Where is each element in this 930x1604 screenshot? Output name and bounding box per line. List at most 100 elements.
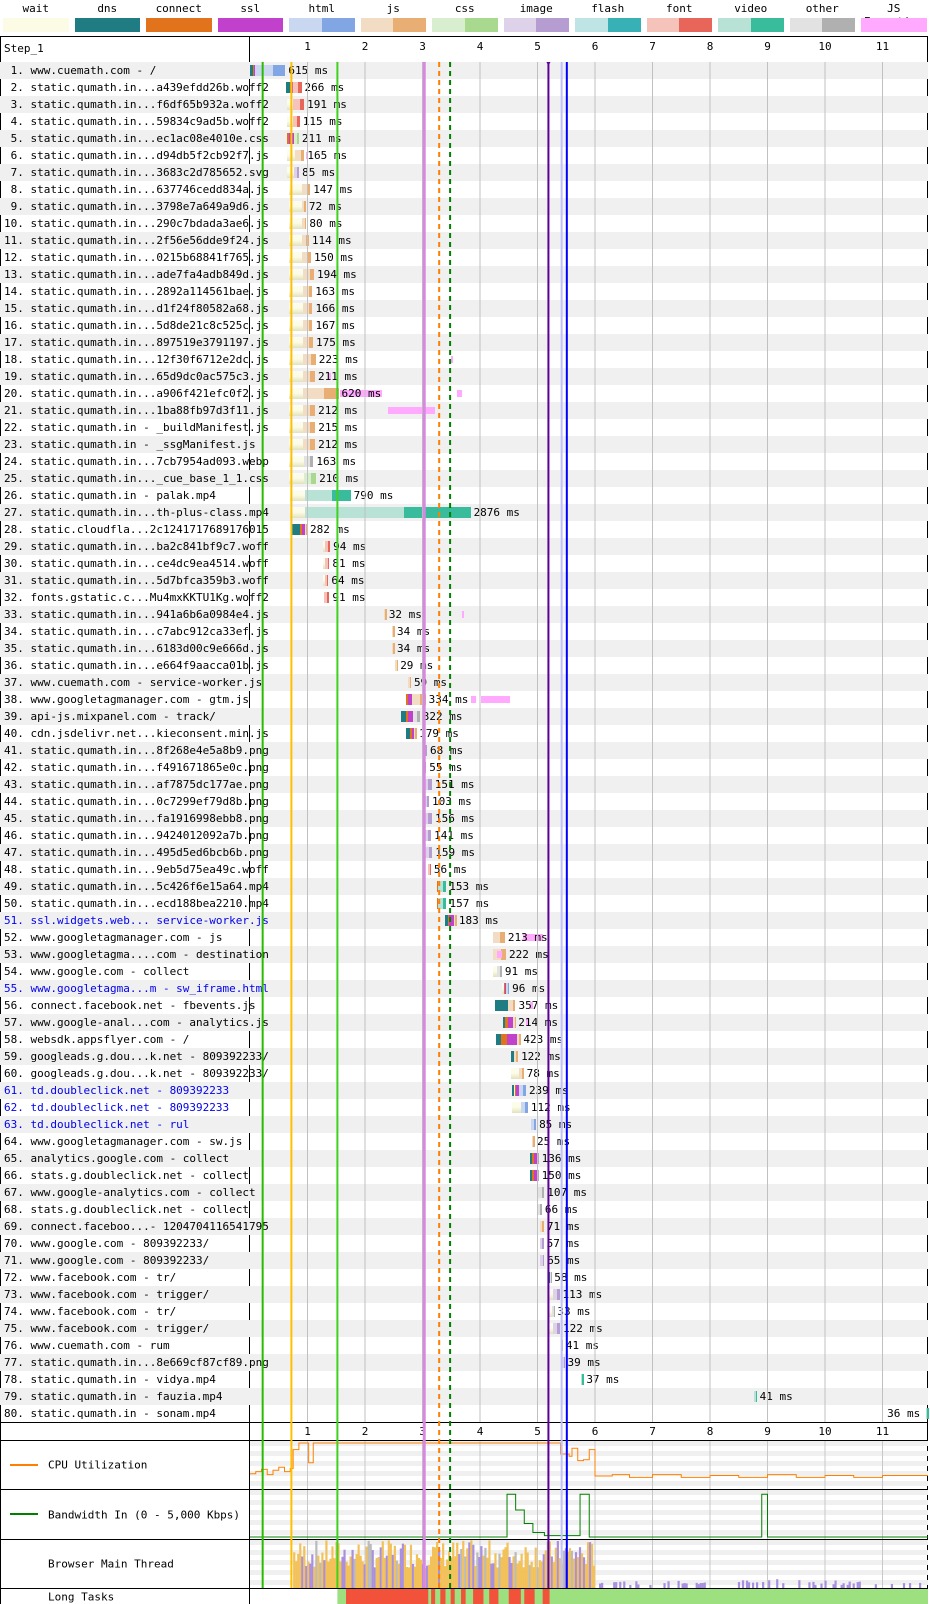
request-row[interactable]: 43. static.qumath.in...af7875dc177ae.png… [0,776,928,793]
request-row[interactable]: 60. googleads.g.dou...k.net - 809392233/… [0,1065,928,1082]
request-row[interactable]: 66. stats.g.doubleclick.net - collect 150… [0,1167,928,1184]
main-thread-activity [478,1557,481,1588]
request-row[interactable]: 4. static.qumath.in...59834c9ad5b.woff2 1… [0,113,928,130]
request-row[interactable]: 3. static.qumath.in...f6df65b932a.woff2 1… [0,96,928,113]
request-row[interactable]: 23. static.qumath.in - _ssgManifest.js 21… [0,436,928,453]
main-thread-activity [464,1556,467,1588]
request-row[interactable]: 64. www.googletagmanager.com - sw.js 25 m… [0,1133,928,1150]
request-row[interactable]: 6. static.qumath.in...d94db5f2cb92f7.js 1… [0,147,928,164]
request-row[interactable]: 30. static.qumath.in...ce4dc9ea4514.woff… [0,555,928,572]
bandwidth-graph: Bandwidth In (0 - 5,000 Kbps) [0,1489,928,1539]
swatch-dark [536,18,569,32]
request-row[interactable]: 25. static.qumath.in..._cue_base_1_1.css… [0,470,928,487]
request-row[interactable]: 22. static.qumath.in - _buildManifest.js… [0,419,928,436]
request-row[interactable]: 54. www.google.com - collect 91 ms [0,963,928,980]
request-row[interactable]: 2. static.qumath.in...a439efdd26b.woff2 2… [0,79,928,96]
request-row[interactable]: 31. static.qumath.in...5d7bfca359b3.woff… [0,572,928,589]
request-row[interactable]: 62. td.doubleclick.net - 809392233 112 ms [0,1099,928,1116]
request-row[interactable]: 26. static.qumath.in - palak.mp4 790 ms [0,487,928,504]
request-row[interactable]: 78. static.qumath.in - vidya.mp4 37 ms [0,1371,928,1388]
request-row[interactable]: 53. www.googletagma....com - destination… [0,946,928,963]
request-row[interactable]: 47. static.qumath.in...495d5ed6bcb6b.png… [0,844,928,861]
js-bar-dark [499,932,505,943]
request-row[interactable]: 65. analytics.google.com - collect 136 ms [0,1150,928,1167]
request-row[interactable]: 15. static.qumath.in...d1f24f80582a68.js… [0,300,928,317]
request-row[interactable]: 45. static.qumath.in...fa1916998ebb8.png… [0,810,928,827]
request-row[interactable]: 52. www.googletagmanager.com - js 213 ms [0,929,928,946]
main-thread-activity [395,1560,398,1588]
video-bar-dark [755,1391,758,1402]
request-row[interactable]: 61. td.doubleclick.net - 809392233 239 ms [0,1082,928,1099]
js-bar-light [513,1051,517,1062]
request-row[interactable]: 75. www.facebook.com - trigger/122 ms [0,1320,928,1337]
request-row[interactable]: 41. static.qumath.in...8f268e4e5a8b9.png… [0,742,928,759]
request-row[interactable]: 10. static.qumath.in...290c7bdada3ae6.js… [0,215,928,232]
request-row[interactable]: 58. websdk.appsflyer.com - / 423 ms [0,1031,928,1048]
main-thread-activity [592,1565,596,1588]
request-row[interactable]: 33. static.qumath.in...941a6b6a0984e4.js… [0,606,928,623]
request-row[interactable]: 42. static.qumath.in...f491671865e0c.png… [0,759,928,776]
request-row[interactable]: 36. static.qumath.in...e664f9aacca01b.js… [0,657,928,674]
request-row[interactable]: 7. static.qumath.in...3683c2d785652.svg 8… [0,164,928,181]
request-row[interactable]: 21. static.qumath.in...1ba88fb97d3f11.js… [0,402,928,419]
main-thread-activity [494,1553,497,1588]
request-row[interactable]: 16. static.qumath.in...5d8de21c8c525c.js… [0,317,928,334]
request-row[interactable]: 51. ssl.widgets.web... service-worker.js… [0,912,928,929]
request-row[interactable]: 19. static.qumath.in...65d9dc0ac575c3.js… [0,368,928,385]
request-row[interactable]: 24. static.qumath.in...7cb7954ad093.webp… [0,453,928,470]
request-row[interactable]: 28. static.cloudfla...2c1241717689176015… [0,521,928,538]
request-row[interactable]: 39. api-js.mixpanel.com - track/322 ms [0,708,928,725]
request-row[interactable]: 34. static.qumath.in...c7abc912ca33ef.js… [0,623,928,640]
request-row[interactable]: 18. static.qumath.in...12f30f6712e2dc.js… [0,351,928,368]
request-row[interactable]: 73. www.facebook.com - trigger/113 ms [0,1286,928,1303]
request-row[interactable]: 1. www.cuemath.com - / 615 ms [0,62,928,79]
request-row[interactable]: 69. connect.faceboo...- 1204704116541795… [0,1218,928,1235]
request-row[interactable]: 50. static.qumath.in...ecd188bea2210.mp4… [0,895,928,912]
request-row[interactable]: 59. googleads.g.dou...k.net - 809392233/… [0,1048,928,1065]
main-thread-activity [401,1543,404,1588]
request-label: 43. static.qumath.in...af7875dc177ae.png [4,778,269,791]
request-row[interactable]: 5. static.qumath.in...ec1ac08e4010e.css 2… [0,130,928,147]
request-row[interactable]: 27. static.qumath.in...th-plus-class.mp4… [0,504,928,521]
request-row[interactable]: 71. www.google.com - 809392233/65 ms [0,1252,928,1269]
request-row[interactable]: 29. static.qumath.in...ba2c841bf9c7.woff… [0,538,928,555]
request-row[interactable]: 8. static.qumath.in...637746cedd834a.js 1… [0,181,928,198]
request-row[interactable]: 20. static.qumath.in...a906f421efc0f2.js… [0,385,928,402]
request-row[interactable]: 72. www.facebook.com - tr/58 ms [0,1269,928,1286]
request-row[interactable]: 14. static.qumath.in...2892a114561bae.js… [0,283,928,300]
request-row[interactable]: 76. www.cuemath.com - rum 41 ms [0,1337,928,1354]
request-row[interactable]: 32. fonts.gstatic.c...Mu4mxKKTU1Kg.woff2… [0,589,928,606]
request-row[interactable]: 70. www.google.com - 809392233/57 ms [0,1235,928,1252]
request-row[interactable]: 74. www.facebook.com - tr/33 ms [0,1303,928,1320]
request-row[interactable]: 17. static.qumath.in...897519e3791197.js… [0,334,928,351]
request-row[interactable]: 63. td.doubleclick.net - rul 85 ms [0,1116,928,1133]
request-row[interactable]: 79. static.qumath.in - fauzia.mp4 41 ms [0,1388,928,1405]
js-bar-dark [310,439,316,450]
request-duration: 141 ms [434,829,474,842]
request-row[interactable]: 46. static.qumath.in...9424012092a7b.png… [0,827,928,844]
video-bar-dark [442,881,447,892]
request-row[interactable]: 49. static.qumath.in...5c426f6e15a64.mp4… [0,878,928,895]
tick-label: 11 [875,40,890,53]
main-thread-activity [319,1562,322,1588]
request-row[interactable]: 48. static.qumath.in...9eb5d75ea49c.woff… [0,861,928,878]
request-row[interactable]: 68. stats.g.doubleclick.net - collect 66 … [0,1201,928,1218]
request-label: 36. static.qumath.in...e664f9aacca01b.js [4,659,269,672]
request-row[interactable]: 57. www.google-anal...com - analytics.js… [0,1014,928,1031]
request-row[interactable]: 35. static.qumath.in...6183d00c9e666d.js… [0,640,928,657]
request-row[interactable]: 40. cdn.jsdelivr.net...kieconsent.min.js… [0,725,928,742]
request-row[interactable]: 9. static.qumath.in...3798e7a649a9d6.js 7… [0,198,928,215]
request-row[interactable]: 38. www.googletagmanager.com - gtm.js 334… [0,691,928,708]
request-row[interactable]: 12. static.qumath.in...0215b68841f765.js… [0,249,928,266]
request-row[interactable]: 56. connect.facebook.net - fbevents.js 35… [0,997,928,1014]
request-row[interactable]: 37. www.cuemath.com - service-worker.js 5… [0,674,928,691]
request-row[interactable]: 77. static.qumath.in...8e669cf87cf89.png… [0,1354,928,1371]
request-row[interactable]: 13. static.qumath.in...ade7fa4adb849d.js… [0,266,928,283]
request-row[interactable]: 67. www.google-analytics.com - collect 10… [0,1184,928,1201]
request-row[interactable]: 44. static.qumath.in...0c7299ef79d8b.png… [0,793,928,810]
request-duration: 25 ms [537,1135,571,1148]
request-row[interactable]: 80. static.qumath.in - sonam.mp4 36 ms [0,1405,929,1422]
main-thread-activity [472,1544,475,1588]
request-row[interactable]: 55. www.googletagma...m - sw_iframe.html… [0,980,928,997]
request-row[interactable]: 11. static.qumath.in...2f56e56dde9f24.js… [0,232,928,249]
